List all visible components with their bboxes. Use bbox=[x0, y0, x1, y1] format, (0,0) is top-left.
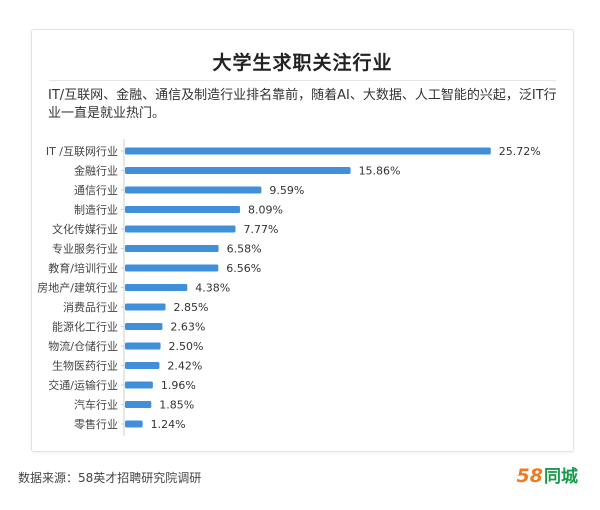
bar bbox=[125, 362, 160, 369]
title-divider bbox=[49, 80, 556, 81]
data-source-note: 数据来源：58英才招聘研究院调研 bbox=[18, 471, 202, 485]
category-label: IT /互联网行业 bbox=[46, 145, 118, 158]
bar bbox=[125, 303, 166, 311]
bar bbox=[125, 284, 188, 291]
bar-value-label: 1.85% bbox=[159, 399, 194, 412]
bar bbox=[125, 264, 219, 272]
bar-value-label: 15.86% bbox=[359, 165, 401, 178]
category-label: 通信行业 bbox=[74, 184, 118, 197]
bar-value-label: 25.72% bbox=[499, 145, 541, 158]
bar-value-label: 7.77% bbox=[244, 223, 279, 236]
bar-value-label: 2.42% bbox=[167, 360, 202, 373]
bar bbox=[125, 225, 236, 233]
logo-text: 同城 bbox=[544, 467, 578, 487]
bar bbox=[125, 245, 219, 252]
bar bbox=[125, 342, 161, 350]
bars-layer: IT /互联网行业 25.72% 金融行业 15.86% 通信行业 9.59% 制造行业 8.… bbox=[37, 145, 540, 431]
bar-value-label: 2.63% bbox=[170, 321, 205, 334]
chart-title: 大学生求职关注行业 bbox=[212, 52, 393, 74]
category-label: 零售行业 bbox=[74, 417, 118, 431]
category-label: 专业服务行业 bbox=[52, 242, 118, 256]
bar-value-label: 6.58% bbox=[227, 243, 262, 256]
category-label: 汽车行业 bbox=[74, 398, 118, 412]
bar-value-label: 1.24% bbox=[151, 418, 186, 431]
bar bbox=[125, 206, 241, 213]
bar-value-label: 8.09% bbox=[248, 204, 283, 217]
bar bbox=[125, 420, 143, 428]
category-label: 物流/仓储行业 bbox=[48, 339, 118, 353]
bar bbox=[125, 167, 351, 174]
bar-value-label: 6.56% bbox=[226, 262, 261, 275]
bar-value-label: 2.85% bbox=[174, 301, 209, 314]
logo-number: 58 bbox=[516, 465, 543, 487]
bar-value-label: 4.38% bbox=[195, 282, 230, 295]
category-label: 制造行业 bbox=[74, 203, 118, 217]
category-label: 交通/运输行业 bbox=[48, 378, 118, 392]
bar bbox=[125, 381, 153, 389]
bar bbox=[125, 147, 491, 155]
category-label: 文化传媒行业 bbox=[52, 222, 118, 236]
category-label: 金融行业 bbox=[74, 164, 118, 178]
bar-value-label: 1.96% bbox=[161, 379, 196, 392]
bar bbox=[125, 186, 262, 194]
bar bbox=[125, 401, 152, 408]
category-label: 教育/培训行业 bbox=[48, 261, 118, 275]
chart-card: 大学生求职关注行业 IT/互联网、金融、通信及制造行业排名靠前，随着AI、大数据… bbox=[31, 29, 574, 452]
category-label: 生物医药行业 bbox=[52, 359, 118, 373]
brand-logo: 58 同城 bbox=[517, 462, 578, 487]
bar bbox=[125, 323, 163, 330]
bar-value-label: 9.59% bbox=[269, 184, 304, 197]
category-label: 能源化工行业 bbox=[52, 320, 118, 334]
bar-value-label: 2.50% bbox=[169, 340, 204, 353]
category-label: 房地产/建筑行业 bbox=[37, 281, 118, 295]
chart-subtitle: IT/互联网、金融、通信及制造行业排名靠前，随着AI、大数据、人工智能的兴起，泛… bbox=[48, 88, 557, 121]
category-label: 消费品行业 bbox=[63, 300, 118, 314]
